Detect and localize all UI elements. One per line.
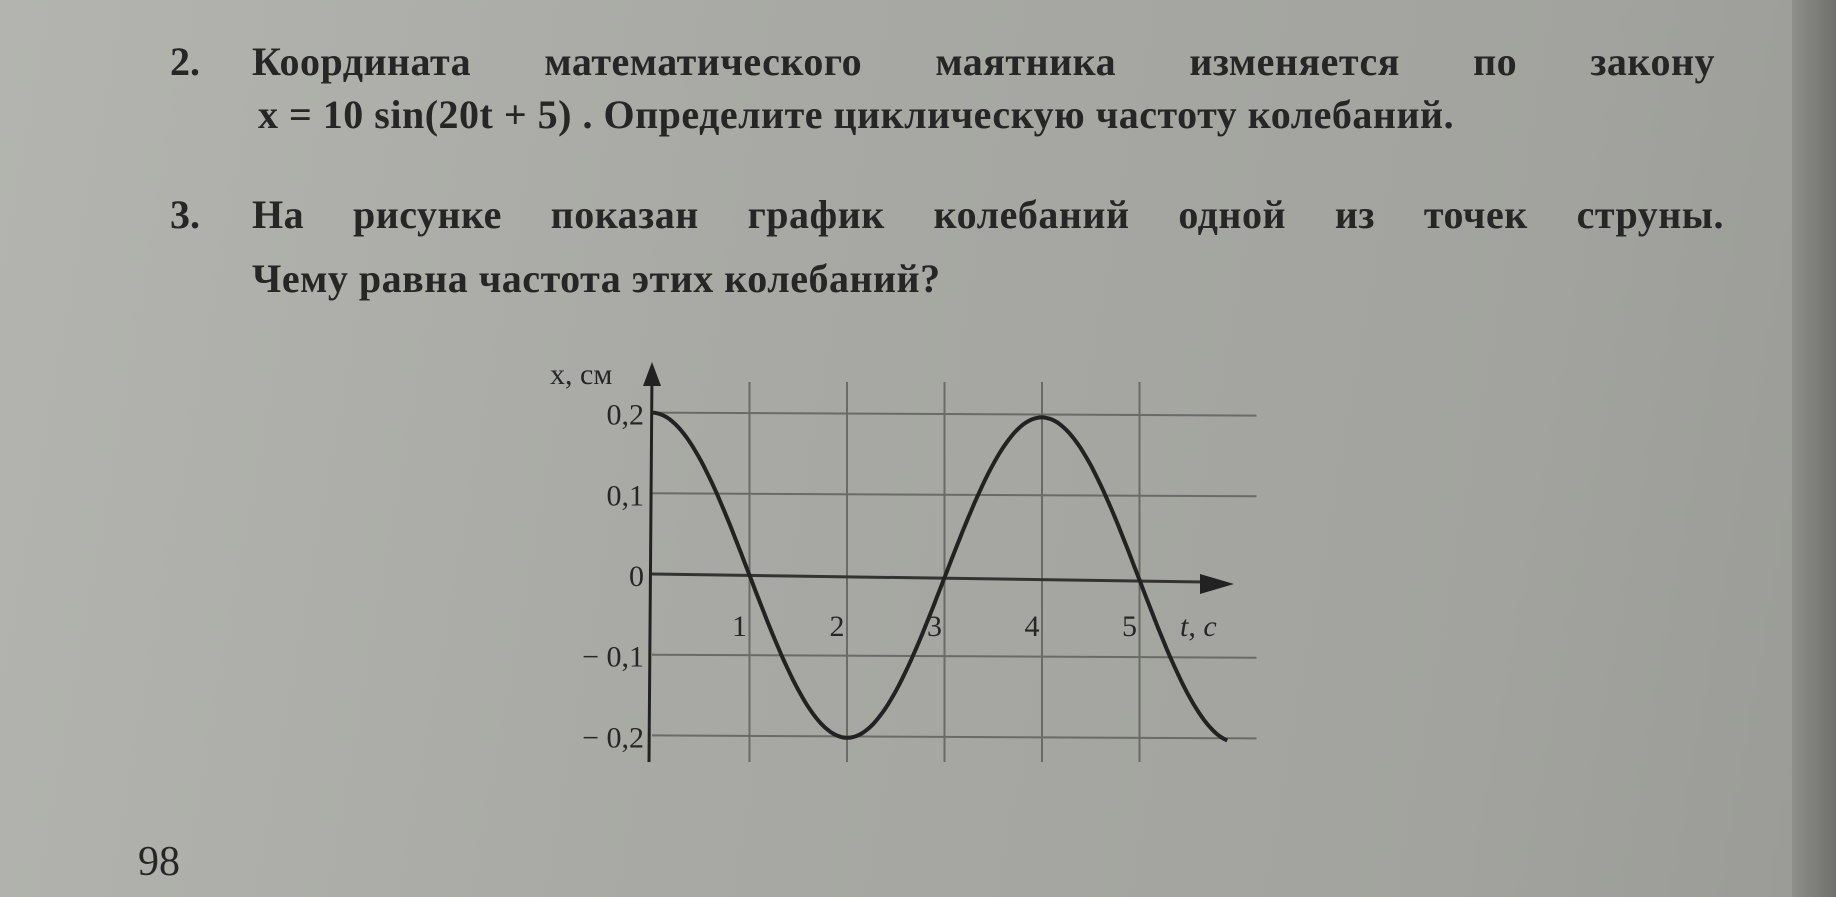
grid-line-horizontal: [651, 734, 1257, 740]
y-axis-label: x, см: [550, 358, 612, 391]
y-tick-label: − 0,2: [582, 721, 644, 754]
y-tick-label: − 0,1: [582, 641, 644, 674]
x-axis: [651, 572, 1206, 584]
y-tick-label: 0,2: [607, 399, 645, 432]
grid-line-horizontal: [651, 492, 1257, 498]
problem-3-line-2: Чему равна частота этих колебаний?: [252, 256, 941, 301]
problem-2-line-2: x = 10 sin(20t + 5) . Определите цикличе…: [258, 92, 1455, 137]
x-tick-label: 1: [732, 610, 747, 643]
problem-2-line-1: Координата математического маятника изме…: [252, 39, 1715, 84]
x-tick-label: 2: [830, 610, 845, 643]
x-tick-label: 5: [1122, 610, 1137, 643]
y-tick-label: 0: [629, 560, 644, 593]
y-axis-arrow-icon: [643, 362, 661, 386]
problem-2-number: 2.: [170, 39, 200, 84]
problem-3-number: 3.: [170, 192, 200, 237]
x-axis-arrow-icon: [1200, 574, 1234, 594]
x-axis-label: t, с: [1180, 610, 1217, 643]
page-edge-shadow: [1792, 0, 1836, 897]
grid-line-horizontal: [651, 653, 1257, 659]
y-axis: [647, 371, 654, 763]
x-tick-label: 4: [1025, 610, 1040, 643]
y-tick-label: 0,1: [607, 479, 645, 512]
x-tick-label: 3: [927, 610, 942, 643]
oscillation-curve: [651, 410, 1229, 743]
page-number: 98: [138, 839, 180, 885]
grid-line-horizontal: [651, 411, 1257, 417]
problem-3-line-1: На рисунке показан график колебаний одно…: [252, 192, 1724, 237]
